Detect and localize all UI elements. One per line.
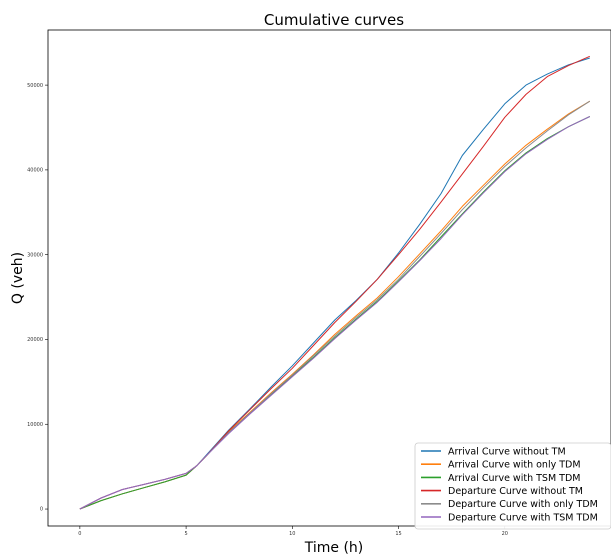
legend: Arrival Curve without TM Arrival Curve wi… [414, 442, 611, 530]
y-tick-label: 20000 [27, 337, 43, 343]
y-tick-label: 40000 [27, 168, 43, 174]
series-line-4 [79, 55, 591, 510]
x-axis-label: Time (h) [304, 540, 364, 556]
series-line-1 [79, 57, 590, 510]
x-tick-label: 0 [78, 531, 81, 537]
legend-entry-label: Departure Curve with only TDM [448, 499, 598, 510]
chart-title: Cumulative curves [264, 11, 404, 29]
legend-entry-label: Departure Curve without TM [448, 486, 583, 497]
y-tick-label: 10000 [27, 422, 43, 428]
legend-entry-label: Arrival Curve with TSM TDM [448, 473, 580, 484]
x-tick-label: 5 [185, 531, 188, 537]
legend-entry-label: Arrival Curve without TM [448, 446, 566, 457]
x-tick-label: 10 [289, 531, 295, 537]
legend-entry-label: Departure Curve with TSM TDM [448, 512, 598, 523]
series-layer [79, 55, 591, 510]
x-axis-ticks: 0 5 10 15 20 [78, 526, 508, 537]
x-tick-label: 15 [395, 531, 401, 537]
legend-entry-label: Arrival Curve with only TDM [448, 460, 581, 471]
y-axis-label: Q (veh) [10, 252, 26, 304]
y-tick-label: 0 [40, 507, 43, 513]
y-tick-label: 50000 [27, 83, 43, 89]
series-line-6 [79, 116, 591, 510]
plot-frame [47, 29, 611, 527]
y-axis-ticks: 0 10000 20000 30000 40000 50000 [27, 83, 48, 513]
legend-box [414, 442, 611, 530]
y-tick-label: 30000 [27, 252, 43, 258]
series-line-3 [79, 116, 591, 510]
x-tick-label: 20 [502, 531, 508, 537]
